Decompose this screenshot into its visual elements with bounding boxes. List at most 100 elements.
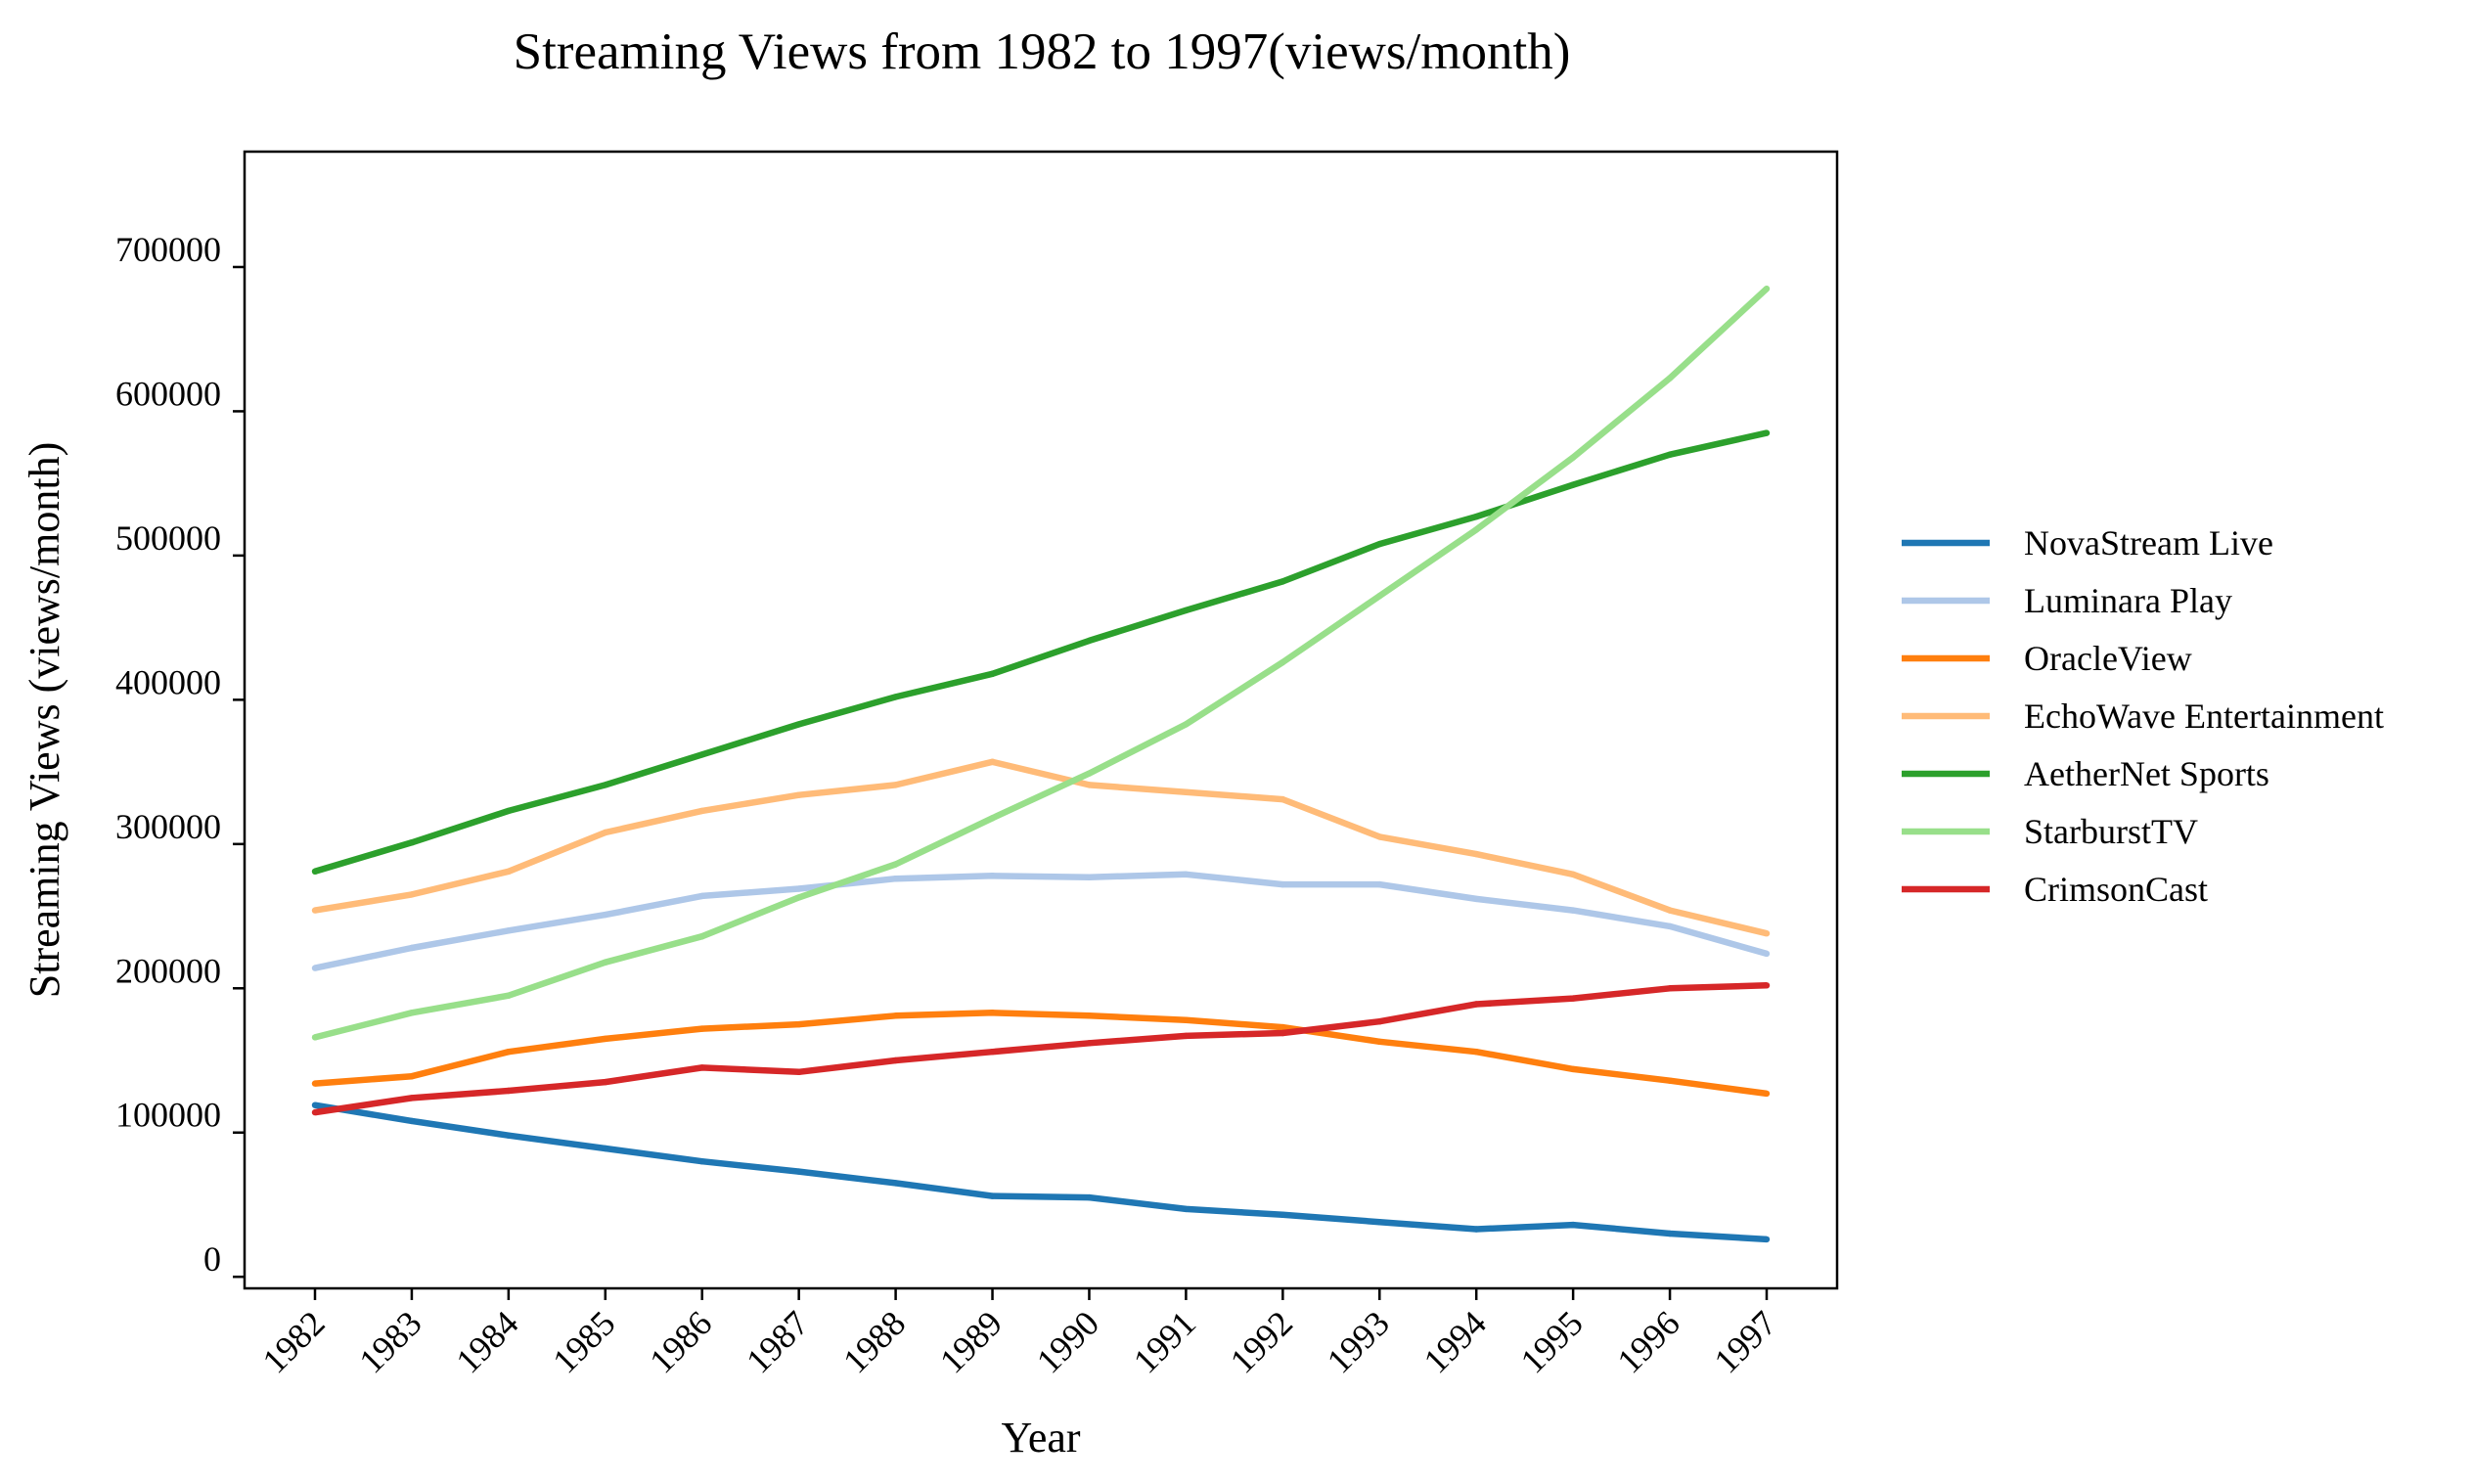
legend-item-crimsoncast: CrimsonCast: [1902, 870, 2208, 909]
data-point-luminara-play-1982: [311, 965, 319, 971]
data-point-starbursttv-1988: [892, 861, 899, 868]
series-crimsoncast: [311, 982, 1771, 1116]
data-point-echowave-entertainment-1984: [505, 868, 513, 875]
data-point-crimsoncast-1989: [989, 1049, 996, 1056]
series-layer: [311, 285, 1771, 1243]
data-point-aethernet-sports-1994: [1473, 513, 1480, 520]
data-point-aethernet-sports-1996: [1666, 451, 1674, 458]
data-point-aethernet-sports-1983: [408, 839, 416, 846]
plot-area-frame: [243, 150, 1839, 1290]
series-luminara-play: [311, 871, 1771, 971]
data-point-echowave-entertainment-1988: [892, 782, 899, 788]
data-point-echowave-entertainment-1989: [989, 758, 996, 765]
data-point-aethernet-sports-1982: [311, 868, 319, 875]
data-point-luminara-play-1990: [1086, 874, 1093, 880]
data-point-oracleview-1995: [1569, 1065, 1577, 1073]
series-oracleview: [311, 1010, 1771, 1098]
data-point-luminara-play-1991: [1183, 871, 1190, 877]
series-line-echowave-entertainment: [314, 758, 1768, 937]
data-point-novastream-live-1987: [795, 1168, 802, 1175]
x-tick-label-1: 1983: [351, 1303, 428, 1380]
x-tick-label-4: 1986: [642, 1303, 719, 1380]
series-line-novastream-live: [314, 1102, 1768, 1243]
data-point-luminara-play-1995: [1569, 907, 1577, 914]
data-point-novastream-live-1984: [505, 1132, 513, 1139]
data-point-aethernet-sports-1987: [795, 721, 802, 728]
series-line-crimsoncast: [314, 982, 1768, 1116]
data-point-oracleview-1985: [602, 1035, 608, 1043]
data-point-luminara-play-1989: [989, 873, 996, 879]
data-point-novastream-live-1994: [1473, 1226, 1480, 1233]
data-point-novastream-live-1985: [602, 1145, 608, 1152]
data-point-starbursttv-1984: [505, 992, 513, 999]
data-point-echowave-entertainment-1987: [795, 791, 802, 798]
series-aethernet-sports: [311, 429, 1771, 875]
legend-label-echowave-entertainment: EchoWave Entertainment: [2024, 697, 2384, 736]
x-tick-label-10: 1992: [1223, 1303, 1300, 1380]
data-point-oracleview-1984: [505, 1049, 513, 1056]
x-tick-label-5: 1987: [739, 1303, 816, 1380]
data-point-starbursttv-1987: [795, 894, 802, 901]
x-tick-label-6: 1988: [835, 1303, 913, 1380]
data-point-echowave-entertainment-1985: [602, 829, 608, 836]
data-point-luminara-play-1996: [1666, 922, 1674, 930]
data-point-crimsoncast-1992: [1280, 1029, 1286, 1037]
data-point-aethernet-sports-1984: [505, 807, 513, 815]
data-point-oracleview-1986: [698, 1025, 705, 1032]
data-point-starbursttv-1983: [408, 1010, 416, 1016]
data-point-luminara-play-1997: [1763, 950, 1771, 958]
legend-item-aethernet-sports: AetherNet Sports: [1902, 754, 2269, 793]
data-point-crimsoncast-1990: [1086, 1040, 1093, 1047]
legend-item-luminara-play: Luminara Play: [1902, 581, 2232, 620]
data-point-oracleview-1996: [1666, 1077, 1674, 1084]
data-point-starbursttv-1995: [1569, 454, 1577, 461]
y-axis: 0 100000 200000 300000 400000 500000 600000 700…: [115, 230, 245, 1279]
data-point-aethernet-sports-1991: [1183, 607, 1190, 614]
x-tick-label-11: 1993: [1320, 1303, 1397, 1380]
series-line-aethernet-sports: [314, 429, 1768, 875]
data-point-echowave-entertainment-1997: [1763, 930, 1771, 937]
data-point-crimsoncast-1994: [1473, 1001, 1480, 1008]
data-point-aethernet-sports-1997: [1763, 429, 1771, 436]
series-novastream-live: [311, 1102, 1771, 1243]
data-point-oracleview-1991: [1183, 1016, 1190, 1023]
data-point-echowave-entertainment-1990: [1086, 782, 1093, 788]
data-point-crimsoncast-1985: [602, 1078, 608, 1086]
x-tick-label-15: 1997: [1706, 1303, 1783, 1380]
data-point-aethernet-sports-1989: [989, 670, 996, 677]
data-point-echowave-entertainment-1991: [1183, 788, 1190, 795]
data-point-starbursttv-1992: [1280, 658, 1286, 666]
data-point-oracleview-1987: [795, 1020, 802, 1028]
data-point-echowave-entertainment-1986: [698, 807, 705, 815]
x-tick-label-3: 1985: [545, 1303, 622, 1380]
legend-label-luminara-play: Luminara Play: [2024, 581, 2232, 620]
data-point-crimsoncast-1984: [505, 1087, 513, 1095]
data-point-luminara-play-1988: [892, 876, 899, 882]
series-line-oracleview: [314, 1010, 1768, 1098]
x-tick-label-12: 1994: [1416, 1303, 1494, 1380]
y-axis-label: Streaming Views (views/month): [21, 442, 68, 998]
data-point-luminara-play-1983: [408, 944, 416, 952]
y-tick-label-4: 400000: [115, 662, 221, 701]
data-point-starbursttv-1990: [1086, 770, 1093, 777]
data-point-novastream-live-1982: [311, 1102, 319, 1108]
data-point-oracleview-1990: [1086, 1012, 1093, 1019]
data-point-starbursttv-1989: [989, 815, 996, 822]
legend-item-oracleview: OracleView: [1902, 639, 2192, 678]
y-tick-label-5: 500000: [115, 518, 221, 558]
data-point-novastream-live-1990: [1086, 1193, 1093, 1201]
data-point-starbursttv-1982: [311, 1034, 319, 1041]
data-point-oracleview-1993: [1376, 1038, 1383, 1046]
data-point-crimsoncast-1997: [1763, 982, 1771, 989]
data-point-aethernet-sports-1985: [602, 782, 608, 788]
data-point-oracleview-1983: [408, 1073, 416, 1080]
data-point-luminara-play-1987: [795, 885, 802, 892]
data-point-echowave-entertainment-1983: [408, 891, 416, 898]
data-point-crimsoncast-1986: [698, 1064, 705, 1071]
legend-label-crimsoncast: CrimsonCast: [2024, 870, 2208, 909]
data-point-echowave-entertainment-1993: [1376, 833, 1383, 840]
data-point-crimsoncast-1987: [795, 1068, 802, 1076]
data-point-oracleview-1982: [311, 1080, 319, 1087]
data-point-novastream-live-1995: [1569, 1221, 1577, 1229]
data-point-starbursttv-1997: [1763, 285, 1771, 292]
